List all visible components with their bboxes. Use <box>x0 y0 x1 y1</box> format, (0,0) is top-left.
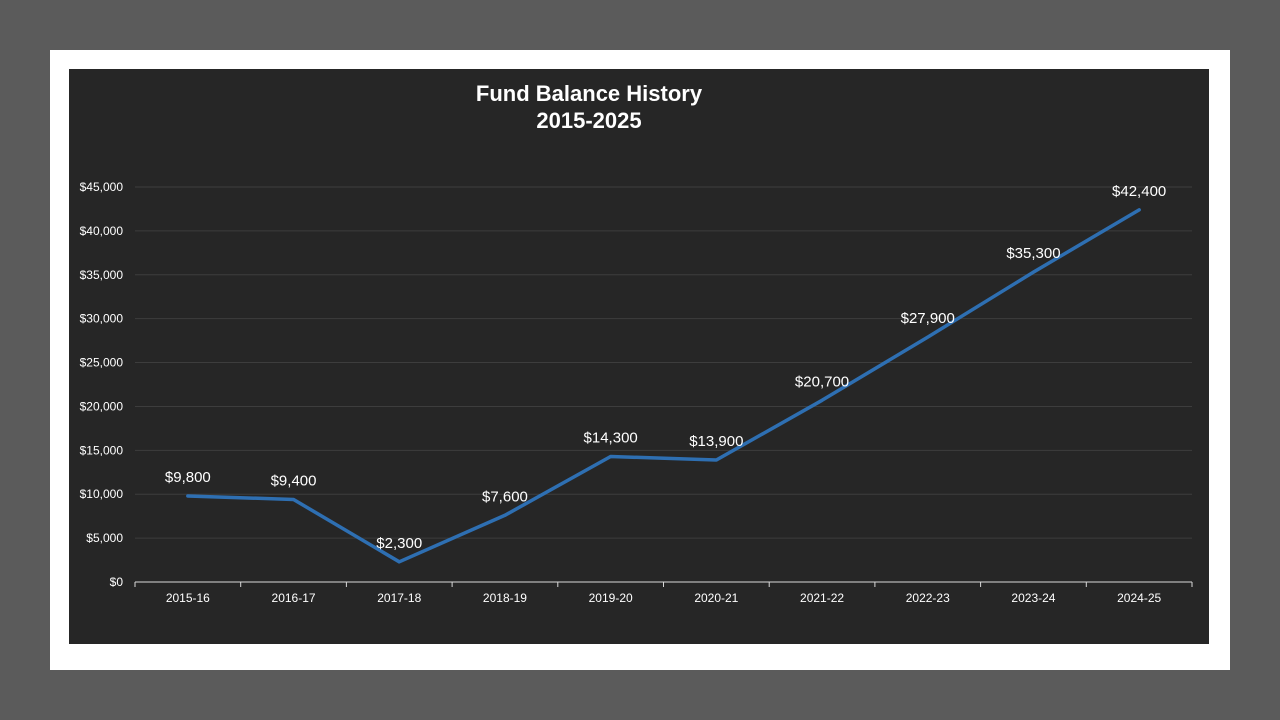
x-tick-label: 2020-21 <box>694 591 738 605</box>
chart-title: Fund Balance History 2015-2025 <box>69 80 1209 134</box>
x-tick-label: 2018-19 <box>483 591 527 605</box>
y-tick-label: $5,000 <box>86 531 123 545</box>
data-label: $13,900 <box>689 433 743 450</box>
x-tick-label: 2015-16 <box>166 591 210 605</box>
data-point <box>820 398 824 402</box>
data-label: $35,300 <box>1006 245 1060 262</box>
data-label: $42,400 <box>1112 183 1166 200</box>
y-tick-label: $35,000 <box>80 268 124 282</box>
data-point <box>609 454 613 458</box>
x-tick-label: 2016-17 <box>272 591 316 605</box>
data-point <box>186 494 190 498</box>
x-tick-label: 2019-20 <box>589 591 633 605</box>
y-tick-label: $10,000 <box>80 487 124 501</box>
y-tick-label: $45,000 <box>80 180 124 194</box>
data-label: $27,900 <box>901 310 955 327</box>
x-tick-label: 2021-22 <box>800 591 844 605</box>
data-label: $20,700 <box>795 373 849 390</box>
data-point <box>1137 208 1141 212</box>
y-tick-label: $0 <box>110 575 124 589</box>
y-tick-label: $20,000 <box>80 399 124 413</box>
chart-area <box>69 69 1209 644</box>
data-label: $9,800 <box>165 469 211 486</box>
data-label: $9,400 <box>271 472 317 489</box>
data-label: $2,300 <box>376 535 422 552</box>
y-tick-label: $15,000 <box>80 443 124 457</box>
data-point <box>926 335 930 339</box>
series-line <box>186 208 1141 564</box>
chart-title-line2: 2015-2025 <box>536 108 642 133</box>
data-label: $7,600 <box>482 488 528 505</box>
data-label: $14,300 <box>584 429 638 446</box>
x-tick-label: 2017-18 <box>377 591 421 605</box>
data-point <box>714 458 718 462</box>
data-point <box>1031 270 1035 274</box>
data-point <box>503 513 507 517</box>
y-tick-label: $40,000 <box>80 224 124 238</box>
y-tick-label: $25,000 <box>80 356 124 370</box>
y-tick-label: $30,000 <box>80 312 124 326</box>
data-point <box>292 497 296 501</box>
data-point <box>397 560 401 564</box>
x-tick-label: 2024-25 <box>1117 591 1161 605</box>
x-tick-label: 2022-23 <box>906 591 950 605</box>
chart-title-line1: Fund Balance History <box>475 81 703 106</box>
x-tick-label: 2023-24 <box>1011 591 1055 605</box>
